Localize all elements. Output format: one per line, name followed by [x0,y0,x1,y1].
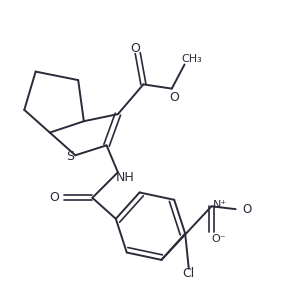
Text: O: O [49,191,59,204]
Text: N⁺: N⁺ [213,200,227,210]
Text: O: O [242,203,252,216]
Text: Cl: Cl [183,267,195,280]
Text: O⁻: O⁻ [211,234,226,244]
Text: CH₃: CH₃ [181,54,202,64]
Text: NH: NH [116,172,134,184]
Text: O: O [130,42,140,55]
Text: O: O [170,91,179,104]
Text: S: S [66,150,74,163]
